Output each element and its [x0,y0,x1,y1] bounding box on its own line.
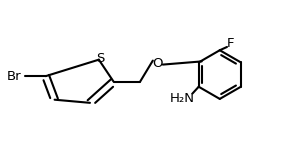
Text: H₂N: H₂N [170,92,195,105]
Text: O: O [153,57,163,70]
Text: F: F [227,38,235,50]
Text: S: S [96,52,104,65]
Text: Br: Br [7,70,22,83]
